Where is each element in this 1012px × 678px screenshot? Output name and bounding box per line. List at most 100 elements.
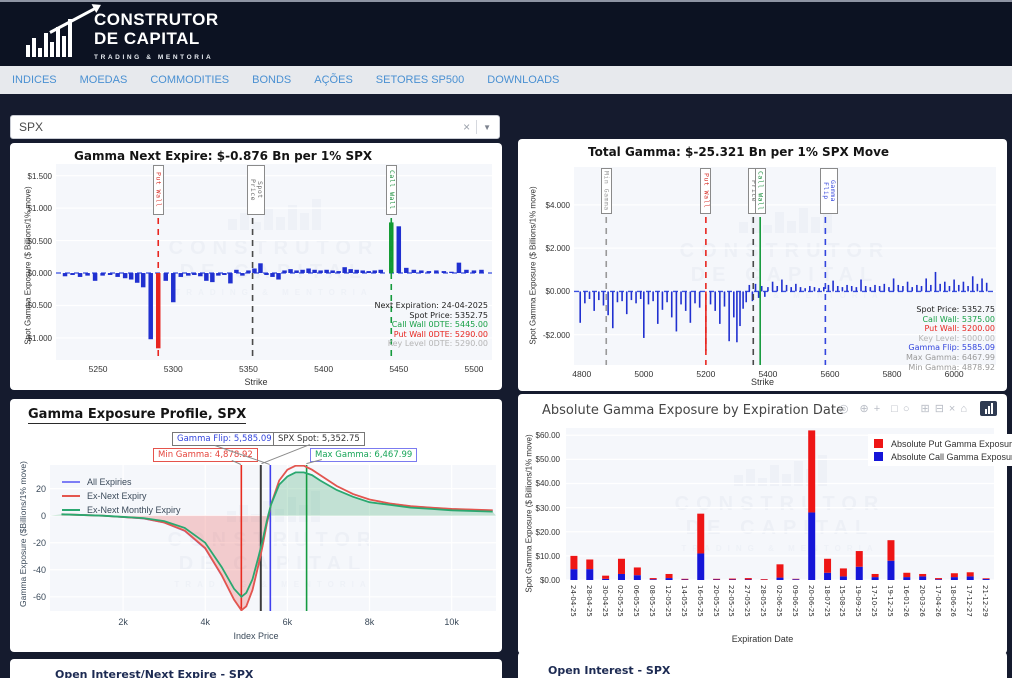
bar (818, 288, 820, 292)
legend-swatch (62, 495, 80, 497)
bar (841, 287, 844, 292)
key-level-line: Spot Price: 5352.75 (916, 305, 995, 314)
bar (813, 287, 816, 292)
bar (282, 270, 287, 274)
lasso-icon[interactable]: ○ (902, 402, 910, 415)
bar (324, 269, 329, 274)
nav-item-setores-sp500[interactable]: SETORES SP500 (375, 74, 465, 86)
bar (222, 273, 227, 275)
bar (767, 287, 769, 292)
brand-subtitle: TRADING & MENTORIA (94, 54, 214, 61)
bar (276, 273, 281, 280)
bar (134, 273, 140, 283)
chart-title-total-gamma: Total Gamma: $-25.321 Bn per 1% SPX Move (588, 145, 890, 159)
bar (736, 291, 738, 343)
bar (198, 273, 203, 277)
date-tick-label: 06-05-25 (632, 585, 641, 617)
bar (748, 284, 751, 292)
legend-item-all-expiries[interactable]: All Expiries (62, 475, 181, 489)
bar (441, 271, 447, 274)
dropdown-caret-icon[interactable]: ▼ (483, 122, 491, 132)
bar (944, 281, 946, 292)
nav-item-acoes[interactable]: AÇÕES (314, 74, 353, 86)
bar (670, 291, 673, 318)
date-tick-label: 15-08-25 (838, 585, 847, 617)
bar (827, 284, 830, 292)
put-bar (617, 558, 625, 574)
date-tick-label: 18-07-25 (822, 585, 831, 617)
put-bar (760, 579, 768, 580)
annotation-spx-spot: SPX Spot: 5,352.75 (273, 432, 365, 446)
box-select-icon[interactable]: □ (891, 402, 898, 415)
nav-item-downloads[interactable]: DOWNLOADS (487, 74, 560, 86)
reset-axes-icon[interactable]: ⌂ (960, 402, 967, 415)
bar (602, 291, 605, 306)
nav-item-indices[interactable]: INDICES (12, 74, 57, 86)
bar (264, 273, 269, 275)
bar (751, 291, 754, 302)
x-tick-label: 2k (118, 617, 128, 627)
bar (178, 273, 184, 277)
bar (902, 286, 904, 292)
autoscale-icon[interactable]: × (948, 402, 956, 415)
chart-title-gamma-next-expire: Gamma Next Expire: $-0.876 Bn per 1% SPX (74, 149, 373, 163)
zoom-in-icon[interactable]: ⊞ (920, 402, 930, 415)
plotly-logo-icon[interactable] (980, 401, 997, 416)
bar (318, 270, 323, 274)
pan-icon[interactable]: + (873, 402, 881, 415)
legend-item-ex-next-expiry[interactable]: Ex-Next Expiry (62, 489, 181, 503)
zoom-out-icon[interactable]: ⊟ (934, 402, 944, 415)
bar (675, 291, 678, 332)
y-tick-label: $4.000 (545, 200, 570, 210)
symbol-select[interactable]: SPX × ▼ (10, 115, 500, 139)
bar (85, 273, 90, 276)
call-bar (887, 560, 895, 580)
date-tick-label: 20-06-25 (806, 585, 815, 617)
panel-title: Open Interest/Next Expire - SPX (55, 668, 254, 678)
bar (342, 267, 347, 274)
clear-icon[interactable]: × (463, 120, 471, 134)
plotly-modebar: ◎ ⊕ + □ ○ ⊞ ⊟ × ⌂ (839, 401, 997, 416)
y-axis-label: Spot Gamma Exposure ($ Billions/1% move) (524, 434, 534, 593)
put-bar (903, 572, 911, 578)
flag-call-wall: Call Wall (754, 168, 766, 214)
nav-item-commodities[interactable]: COMMODITIES (150, 74, 230, 86)
bar (360, 270, 365, 274)
panel-gamma-next-expire: Gamma Next Expire: $-0.876 Bn per 1% SPX… (10, 143, 502, 390)
y-tick-label: -20 (32, 537, 46, 548)
bar (288, 269, 293, 274)
bar (148, 273, 153, 340)
legend-item-absolute-call-gamma-exposure[interactable]: Absolute Call Gamma Exposure (874, 450, 1012, 463)
y-tick-label: $0.000 (27, 269, 52, 279)
bar (635, 291, 637, 304)
camera-icon[interactable]: ◎ (838, 402, 849, 415)
bar (404, 267, 409, 274)
put-bar (744, 578, 752, 580)
x-tick-label: 10k (444, 617, 459, 627)
call-bar (950, 577, 958, 580)
legend-item-absolute-put-gamma-exposure[interactable]: Absolute Put Gamma Exposure (874, 437, 1012, 450)
put-bar (855, 551, 863, 567)
x-tick-label: 5000 (634, 369, 654, 379)
bar (809, 286, 811, 292)
nav-item-moedas[interactable]: MOEDAS (79, 74, 128, 86)
date-tick-label: 22-05-25 (727, 585, 736, 617)
bar (330, 270, 335, 274)
bar (598, 291, 600, 301)
x-axis-label: Index Price (233, 631, 279, 641)
zoom-icon[interactable]: ⊕ (859, 402, 869, 415)
put-bar (649, 578, 657, 580)
y-tick-label: $60.00 (535, 431, 560, 441)
legend-swatch (874, 452, 883, 461)
bar (874, 284, 876, 292)
key-level-line: Spot Price: 5352.75 (409, 310, 488, 320)
bar (312, 269, 317, 274)
bar (925, 278, 927, 292)
bar (897, 284, 900, 292)
nav-item-bonds[interactable]: BONDS (252, 74, 292, 86)
call-bar (839, 576, 847, 580)
bar (764, 291, 766, 297)
legend-item-ex-next-monthly-expiry[interactable]: Ex-Next Monthly Expiry (62, 503, 181, 517)
